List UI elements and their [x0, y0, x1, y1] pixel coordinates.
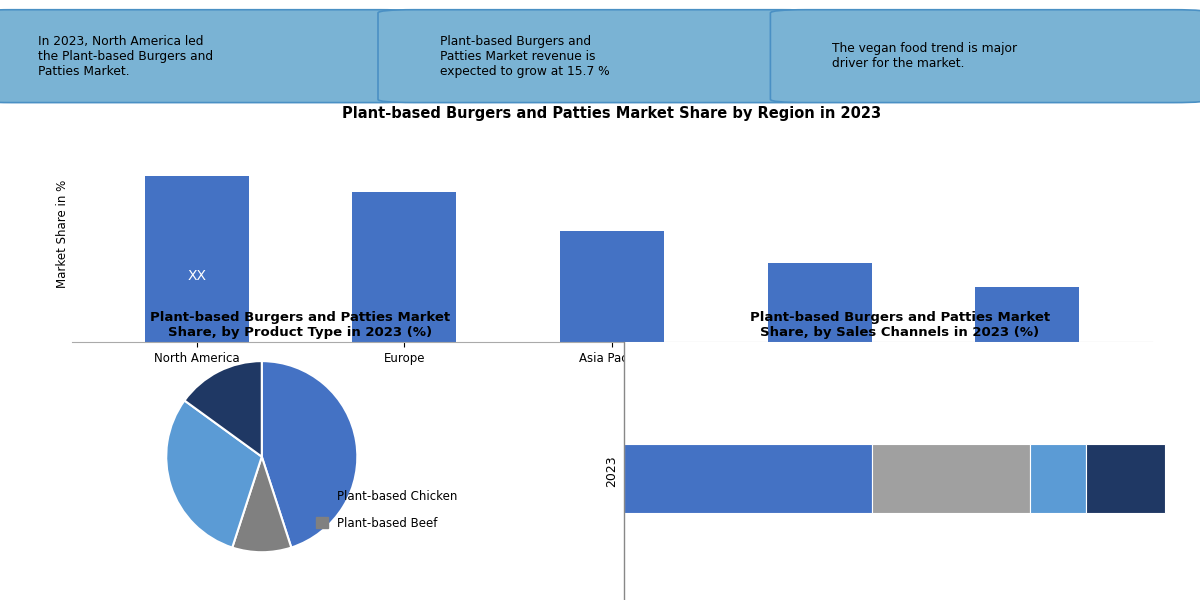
Text: Plant-based Burgers and
Patties Market revenue is
expected to grow at 15.7 %: Plant-based Burgers and Patties Market r…	[439, 35, 610, 77]
Title: Plant-based Burgers and Patties Market
Share, by Product Type in 2023 (%): Plant-based Burgers and Patties Market S…	[150, 311, 450, 340]
Y-axis label: 2023: 2023	[606, 455, 618, 487]
Bar	[1030, 445, 1086, 513]
Wedge shape	[167, 401, 262, 548]
FancyBboxPatch shape	[770, 10, 1200, 103]
Bar	[1086, 445, 1165, 513]
FancyBboxPatch shape	[378, 10, 817, 103]
Bar	[353, 191, 456, 342]
Text: The vegan food trend is major
driver for the market.: The vegan food trend is major driver for…	[832, 42, 1018, 70]
Title: Plant-based Burgers and Patties Market
Share, by Sales Channels in 2023 (%): Plant-based Burgers and Patties Market S…	[750, 311, 1050, 340]
Legend: Plant-based Chicken, Plant-based Beef: Plant-based Chicken, Plant-based Beef	[311, 485, 462, 535]
Y-axis label: Market Share in %: Market Share in %	[56, 180, 70, 288]
Text: In 2023, North America led
the Plant-based Burgers and
Patties Market.: In 2023, North America led the Plant-bas…	[37, 35, 212, 77]
Bar	[976, 287, 1079, 342]
Wedge shape	[185, 361, 262, 457]
Title: Plant-based Burgers and Patties Market Share by Region in 2023: Plant-based Burgers and Patties Market S…	[342, 106, 882, 121]
Bar	[624, 445, 872, 513]
Bar	[768, 263, 871, 342]
Wedge shape	[233, 457, 292, 552]
Wedge shape	[262, 361, 358, 548]
Bar	[560, 231, 664, 342]
FancyBboxPatch shape	[0, 10, 415, 103]
Bar	[145, 176, 248, 342]
Bar	[872, 445, 1030, 513]
Text: XX: XX	[187, 269, 206, 283]
